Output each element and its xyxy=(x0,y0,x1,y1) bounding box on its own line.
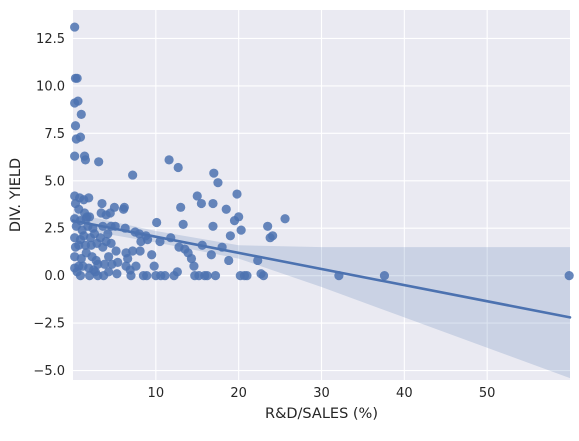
data-point xyxy=(84,193,94,203)
data-point xyxy=(213,178,223,188)
data-point xyxy=(206,250,216,260)
data-point xyxy=(142,234,153,245)
data-point xyxy=(172,267,182,277)
data-point xyxy=(160,271,170,281)
data-point xyxy=(109,202,120,212)
data-point xyxy=(149,261,159,271)
data-point xyxy=(147,250,157,260)
x-tick-label: 40 xyxy=(396,386,413,401)
x-tick-label: 20 xyxy=(230,386,247,401)
tick-labels: 10 20 30 40 50 −5.0 −2.5 0.0 2.5 5.0 7.5 10.0 12.5 xyxy=(33,32,495,401)
data-point xyxy=(196,198,206,209)
data-point xyxy=(73,96,83,106)
data-point xyxy=(186,253,197,264)
data-points xyxy=(70,22,574,281)
data-point xyxy=(280,214,290,224)
data-point xyxy=(71,134,81,144)
data-point xyxy=(106,238,116,248)
data-point xyxy=(94,157,104,167)
data-point xyxy=(152,217,162,228)
data-point xyxy=(192,191,202,201)
data-point xyxy=(82,212,92,222)
data-point xyxy=(75,271,86,281)
data-point xyxy=(128,246,138,256)
y-tick-label: −2.5 xyxy=(33,317,65,332)
y-tick-label: −5.0 xyxy=(33,364,65,379)
data-point xyxy=(99,259,110,269)
data-point xyxy=(221,204,231,214)
data-point xyxy=(258,271,269,281)
data-point xyxy=(176,202,186,212)
data-point xyxy=(232,189,242,199)
data-point xyxy=(104,252,114,262)
y-tick-label: 5.0 xyxy=(44,174,65,189)
data-point xyxy=(131,261,141,271)
x-tick-label: 30 xyxy=(313,386,330,401)
data-point xyxy=(210,271,221,281)
x-axis-title: R&D/SALES (%) xyxy=(265,406,378,422)
data-point xyxy=(224,255,234,266)
data-point xyxy=(72,73,82,83)
y-tick-label: 12.5 xyxy=(36,32,65,47)
data-point xyxy=(119,202,129,212)
data-point xyxy=(379,271,390,281)
data-point xyxy=(76,109,86,119)
data-point xyxy=(103,229,113,239)
y-tick-label: 2.5 xyxy=(44,222,65,237)
x-tick-label: 10 xyxy=(148,386,165,401)
confidence-band-area xyxy=(73,213,570,379)
data-point xyxy=(70,151,80,161)
y-tick-label: 0.0 xyxy=(44,269,65,284)
data-point xyxy=(242,271,252,281)
data-point xyxy=(80,155,91,165)
y-tick-label: 10.0 xyxy=(36,79,65,94)
confidence-band xyxy=(73,213,570,379)
data-point xyxy=(236,225,246,235)
data-point xyxy=(178,219,188,230)
data-point xyxy=(225,231,235,241)
data-point xyxy=(128,170,138,180)
data-point xyxy=(135,246,145,256)
data-point xyxy=(70,22,80,32)
data-point xyxy=(189,261,199,271)
data-point xyxy=(126,271,136,281)
data-point xyxy=(74,240,84,250)
y-tick-label: 7.5 xyxy=(44,127,65,142)
data-point xyxy=(564,271,574,281)
data-point xyxy=(208,198,218,209)
data-point xyxy=(97,198,107,209)
data-point xyxy=(93,259,103,269)
data-point xyxy=(234,212,244,222)
x-tick-label: 50 xyxy=(479,386,496,401)
data-point xyxy=(209,168,219,178)
data-point xyxy=(113,257,123,267)
y-axis-title: DIV. YIELD xyxy=(8,158,24,232)
regression-line-path xyxy=(71,219,572,319)
data-point xyxy=(263,221,273,231)
data-point xyxy=(164,155,174,165)
data-point xyxy=(99,271,109,281)
data-point xyxy=(70,121,81,131)
data-point xyxy=(208,221,218,231)
data-point xyxy=(202,271,212,281)
data-point xyxy=(111,246,121,256)
regression-line xyxy=(71,219,572,319)
data-point xyxy=(173,162,183,173)
data-point xyxy=(142,271,152,281)
data-point xyxy=(123,253,133,264)
data-point xyxy=(112,269,122,279)
data-point xyxy=(268,231,278,241)
